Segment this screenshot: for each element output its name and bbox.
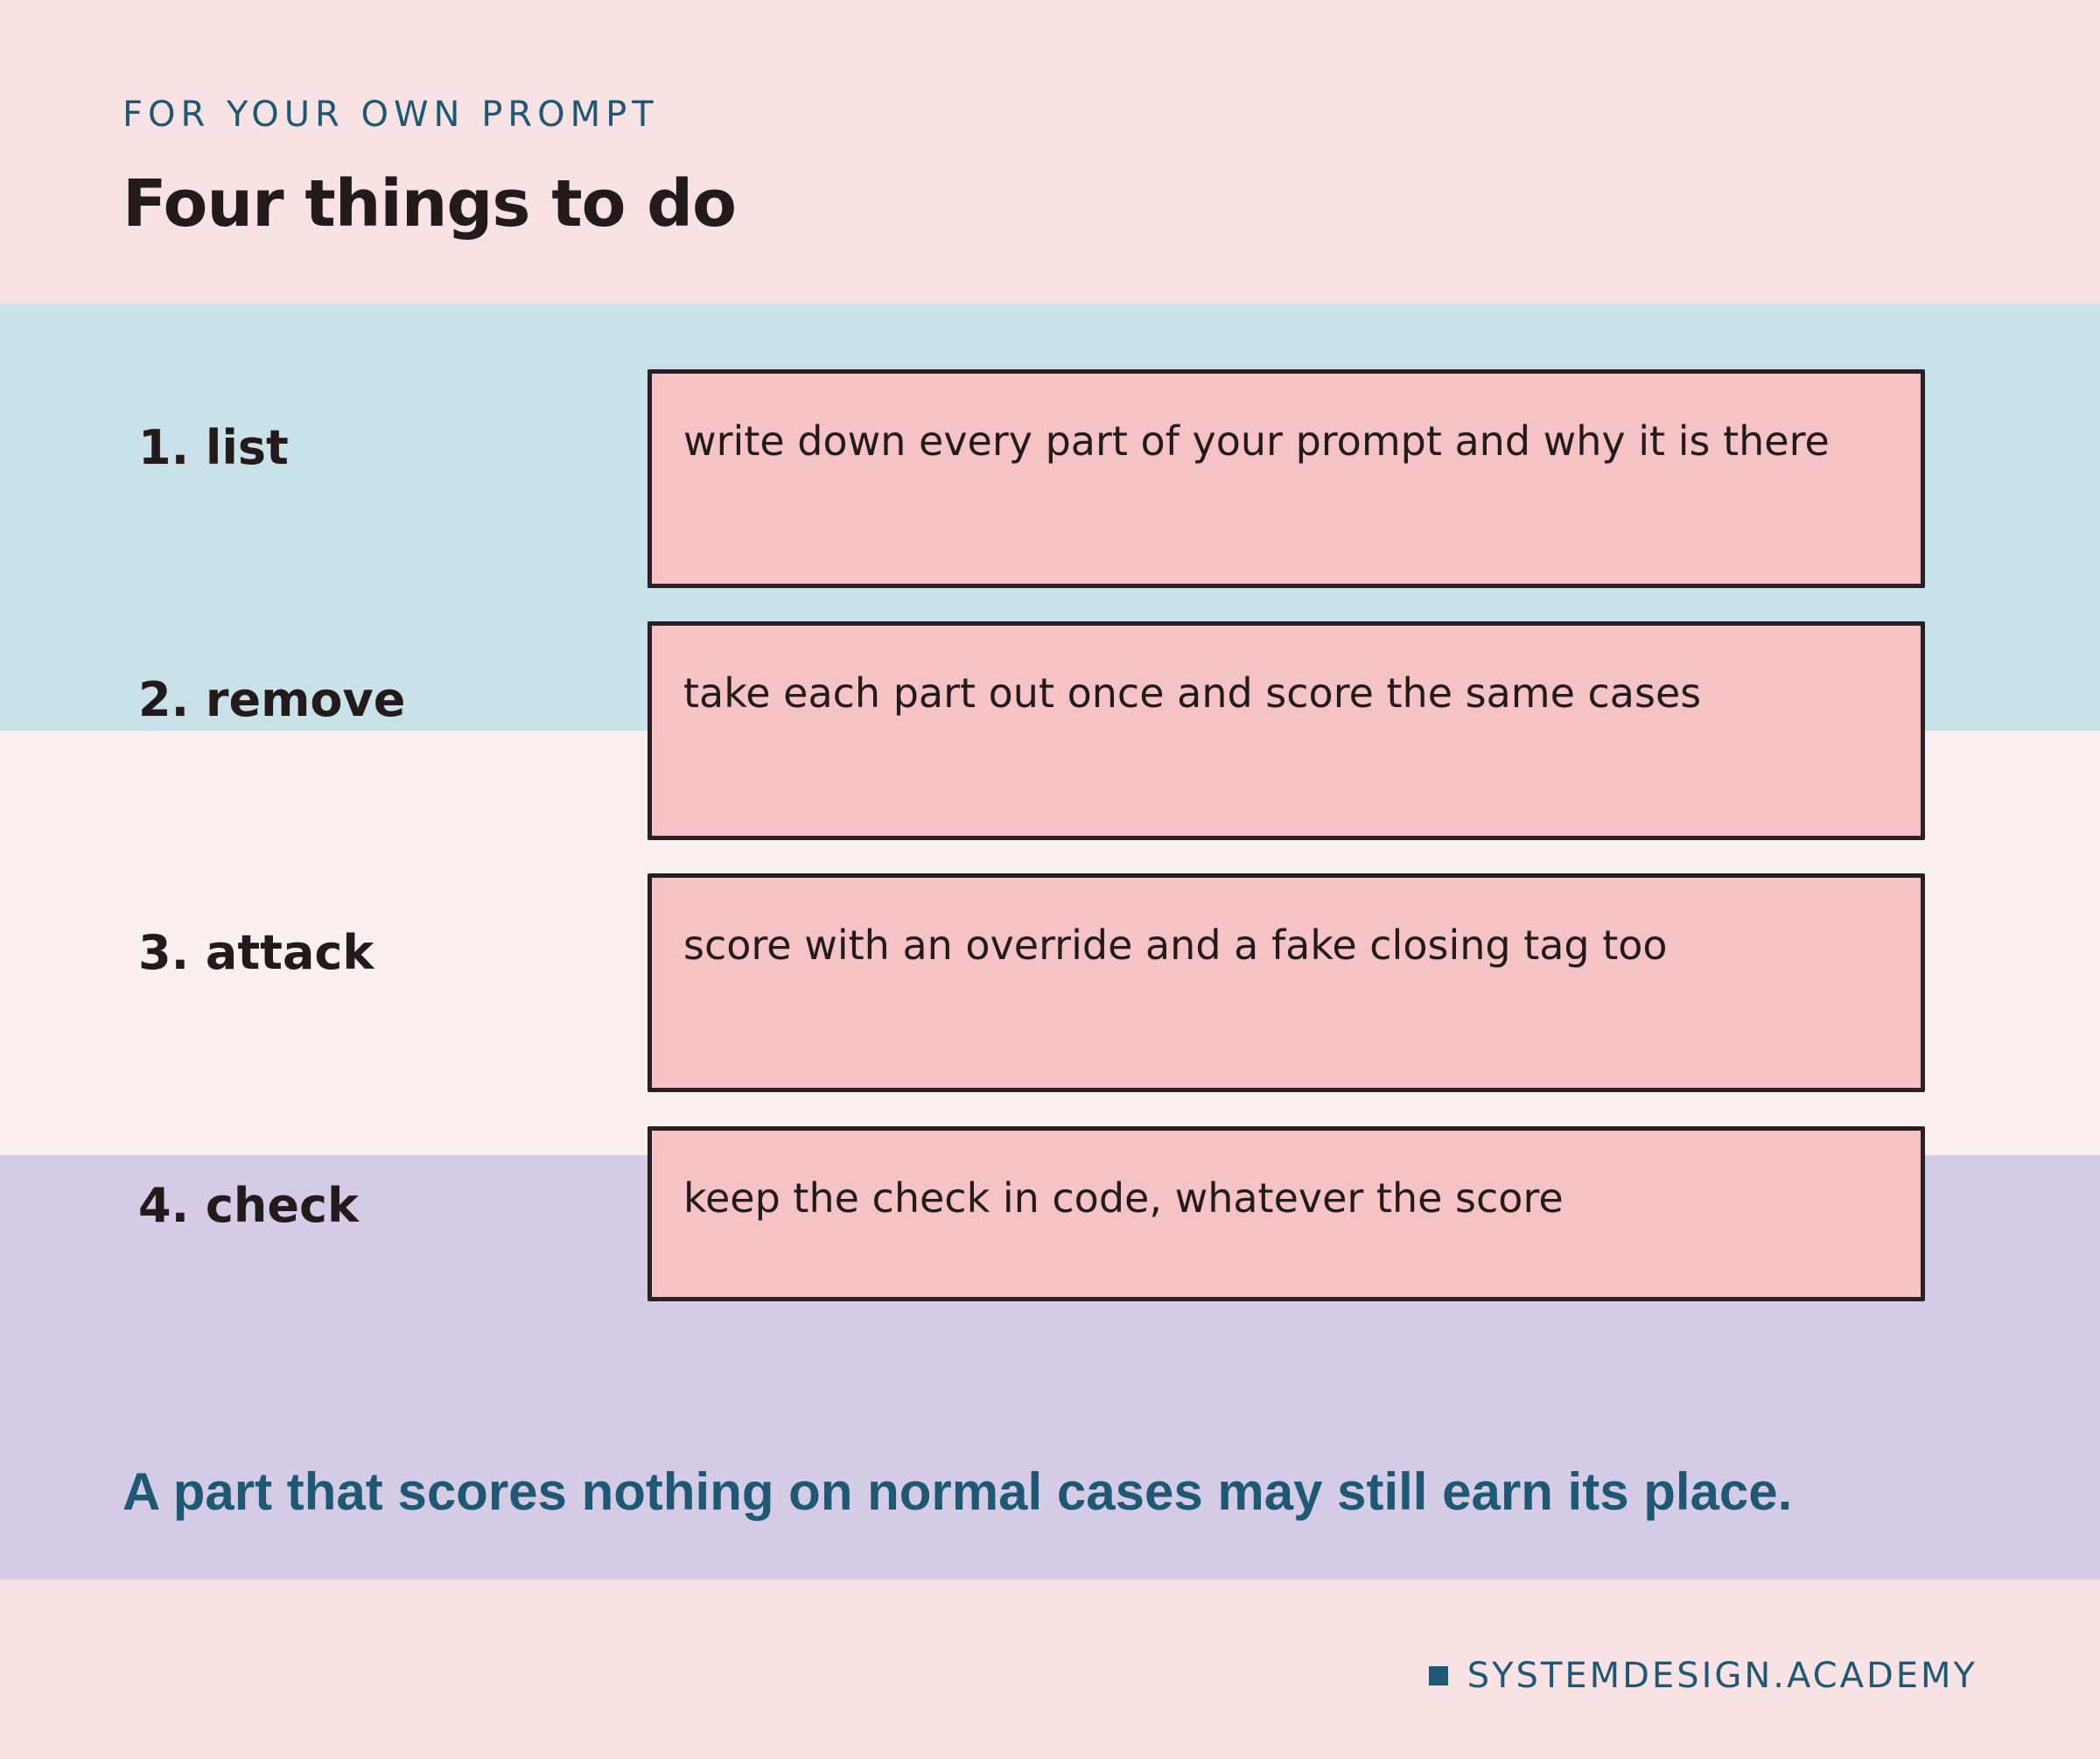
page-title: Four things to do bbox=[122, 166, 737, 242]
step-2-box: take each part out once and score the sa… bbox=[648, 621, 1925, 840]
step-3-box: score with an override and a fake closin… bbox=[648, 873, 1925, 1092]
eyebrow-label: FOR YOUR OWN PROMPT bbox=[122, 95, 659, 135]
step-4-description: keep the check in code, whatever the sco… bbox=[683, 1174, 1564, 1222]
step-1-label: 1. list bbox=[138, 420, 289, 475]
step-1-box: write down every part of your prompt and… bbox=[648, 369, 1925, 588]
square-icon bbox=[1428, 1666, 1448, 1685]
step-2-label: 2. remove bbox=[138, 672, 406, 727]
footer-note: A part that scores nothing on normal cas… bbox=[122, 1462, 1793, 1521]
step-4-box: keep the check in code, whatever the sco… bbox=[648, 1126, 1925, 1301]
brand: SYSTEMDESIGN.ACADEMY bbox=[1428, 1656, 1978, 1696]
step-2-description: take each part out once and score the sa… bbox=[683, 669, 1702, 717]
step-3-label: 3. attack bbox=[138, 925, 374, 980]
step-1-description: write down every part of your prompt and… bbox=[683, 417, 1830, 465]
brand-name: SYSTEMDESIGN.ACADEMY bbox=[1466, 1656, 1978, 1696]
step-3-description: score with an override and a fake closin… bbox=[683, 922, 1668, 969]
step-4-label: 4. check bbox=[138, 1178, 359, 1233]
